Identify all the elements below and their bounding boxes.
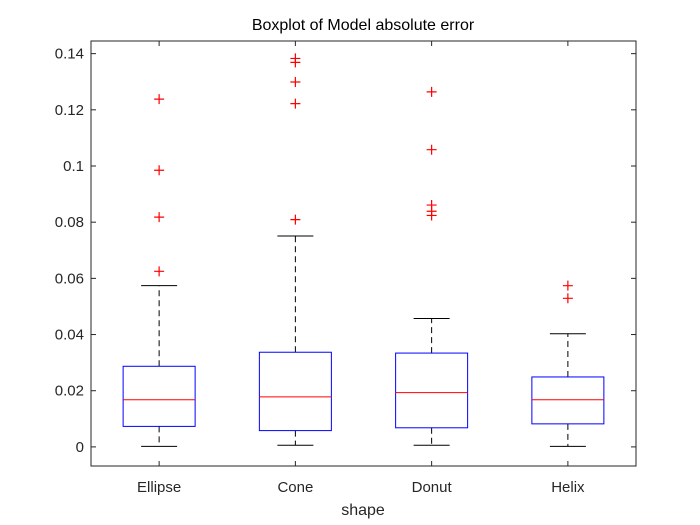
outlier-marker [154, 212, 165, 223]
outlier-marker [290, 77, 301, 88]
y-tick-label: 0.12 [55, 102, 84, 119]
chart-title: Boxplot of Model absolute error [252, 17, 475, 34]
outlier-marker [426, 144, 437, 155]
x-tick-label: Helix [551, 479, 585, 496]
y-tick-label: 0.06 [55, 270, 84, 287]
y-tick-label: 0.1 [63, 158, 84, 175]
box-iqr [531, 376, 605, 425]
x-tick-label: Ellipse [137, 479, 181, 496]
y-tick-label: 0.02 [55, 383, 84, 400]
outlier-marker [426, 86, 437, 97]
x-tick-label: Donut [412, 479, 453, 496]
outlier-marker [290, 214, 301, 225]
outlier-marker [154, 165, 165, 176]
plot-area: 0 0.02 0.04 0.06 0.08 0.1 0.12 0.14 Ellipse Cone D… [55, 40, 637, 496]
y-tick-label: 0.08 [55, 214, 84, 231]
box-iqr [122, 365, 196, 427]
y-tick-label: 0.04 [55, 327, 84, 344]
y-tick-label: 0.14 [55, 46, 84, 63]
x-axis-label: shape [341, 502, 385, 519]
outlier-marker [154, 94, 165, 105]
box-iqr [395, 352, 469, 429]
outlier-marker [290, 53, 301, 64]
outlier-marker [562, 280, 573, 291]
box-iqr [258, 351, 332, 432]
outlier-marker [562, 293, 573, 304]
outlier-marker [154, 266, 165, 277]
outlier-marker [426, 200, 437, 211]
y-tick-label: 0 [76, 439, 84, 456]
x-tick-label: Cone [277, 479, 313, 496]
outlier-marker [290, 98, 301, 109]
axes-frame [90, 40, 637, 467]
